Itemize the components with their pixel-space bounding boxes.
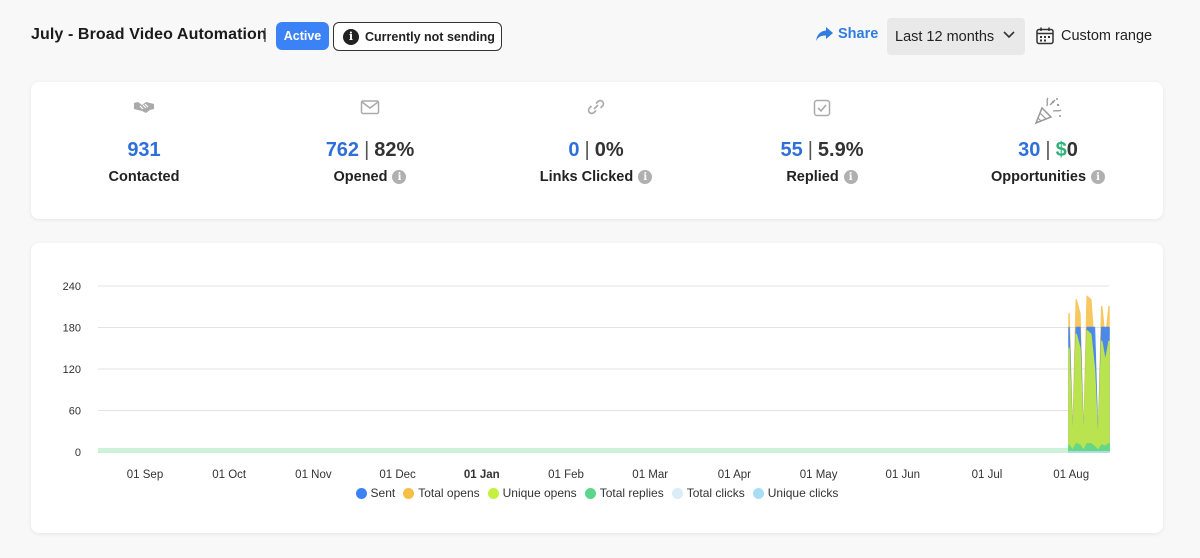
stat-value: 762	[325, 139, 360, 161]
legend-swatch	[584, 487, 596, 499]
x-tick-label: 01 Nov	[295, 469, 332, 481]
campaign-title: July - Broad Video Automation	[31, 26, 267, 43]
activity-chart: 0 60 120 180 240 01 Sep 01 Oct 01 Nov 01 Dec 01 J…	[63, 281, 1110, 481]
custom-range-button[interactable]: Custom range	[1036, 27, 1152, 45]
legend-item-total-opens[interactable]: Total opens	[403, 486, 480, 500]
x-tick-label: 01 Aug	[1053, 469, 1089, 481]
series-area-total-replies	[1068, 442, 1110, 453]
legend-item-total-replies[interactable]: Total replies	[584, 486, 664, 500]
x-tick-label: 01 Jun	[886, 469, 921, 481]
calendar-icon	[1036, 27, 1054, 45]
series-area-unique-opens	[1068, 330, 1110, 453]
stat-label: Replied	[786, 169, 839, 185]
stat-label: Opportunities	[990, 169, 1087, 185]
x-tick-label: 01 Feb	[548, 469, 584, 481]
link-icon	[587, 99, 605, 115]
legend-item-unique-opens[interactable]: Unique opens	[487, 486, 577, 500]
stat-links-clicked: 0 | 0% Links Clicked i	[483, 82, 709, 219]
legend-label: Sent	[370, 486, 396, 500]
info-icon[interactable]: i	[843, 170, 858, 184]
party-popper-icon	[1034, 97, 1062, 125]
legend-label: Unique opens	[502, 486, 577, 500]
currency-sign: $	[1055, 139, 1067, 161]
x-tick-label: 01 Sep	[127, 469, 163, 481]
stat-value: 30	[1018, 139, 1041, 161]
chevron-down-icon	[1003, 31, 1015, 39]
handshake-icon	[134, 102, 154, 113]
share-arrow-icon	[816, 27, 833, 41]
x-tick-label: 01 Apr	[718, 469, 751, 481]
y-tick-label: 120	[63, 364, 81, 376]
legend-swatch	[403, 487, 415, 499]
x-tick-label: 01 Dec	[379, 469, 416, 481]
info-icon[interactable]: i	[392, 170, 407, 184]
stat-secondary: 0%	[594, 139, 624, 161]
campaign-header: July - Broad Video Automation | Active i…	[0, 0, 1200, 72]
stat-value: 931	[127, 139, 161, 161]
baseline-area	[98, 448, 1109, 453]
custom-range-label: Custom range	[1061, 28, 1153, 44]
legend-swatch	[671, 487, 683, 499]
envelope-icon	[360, 100, 380, 115]
stat-opened: 762 | 82% Opened i	[257, 82, 483, 219]
stat-secondary: 5.9%	[817, 139, 864, 161]
x-tick-label: 01 Oct	[212, 469, 247, 481]
y-tick-label: 240	[63, 281, 81, 293]
info-icon[interactable]: i	[638, 170, 653, 184]
legend-item-total-clicks[interactable]: Total clicks	[671, 486, 745, 500]
y-tick-label: 180	[63, 323, 81, 335]
legend-label: Total replies	[599, 486, 664, 500]
x-tick-label: 01 May	[800, 469, 838, 481]
legend-label: Total opens	[418, 486, 480, 500]
legend-item-sent[interactable]: Sent	[355, 486, 396, 500]
legend-swatch	[752, 487, 764, 499]
legend-label: Unique clicks	[767, 486, 839, 500]
legend-label: Total clicks	[686, 486, 745, 500]
stats-card: 931 Contacted 762 | 82% Opened i 0 | 0% Link…	[31, 82, 1163, 219]
title-separator: |	[263, 26, 267, 43]
chart-legend: Sent Total opens Unique opens Total replies…	[31, 486, 1163, 500]
stat-label: Contacted	[108, 169, 180, 185]
stat-value: 0	[568, 139, 580, 161]
stat-value: 55	[780, 139, 803, 161]
stat-label: Links Clicked	[539, 169, 634, 185]
stat-secondary: 0	[1066, 139, 1078, 161]
date-range-value: Last 12 months	[895, 28, 995, 45]
legend-item-unique-clicks[interactable]: Unique clicks	[752, 486, 839, 500]
y-tick-label: 60	[69, 406, 81, 418]
stat-secondary: 82%	[374, 139, 415, 161]
legend-swatch	[355, 487, 367, 499]
status-badge[interactable]: Active	[276, 22, 329, 50]
info-icon[interactable]: i	[1091, 170, 1106, 184]
date-range-select[interactable]: Last 12 months	[887, 18, 1025, 55]
sending-status-badge[interactable]: i Currently not sending	[333, 22, 502, 51]
x-tick-label: 01 Jul	[972, 469, 1003, 481]
sending-status-label: Currently not sending	[365, 29, 495, 44]
y-tick-label: 0	[75, 447, 81, 459]
legend-swatch	[487, 487, 499, 499]
info-icon: i	[343, 28, 359, 45]
activity-chart-card: 0 60 120 180 240 01 Sep 01 Oct 01 Nov 01 Dec 01 J…	[31, 243, 1163, 533]
checkbox-icon	[813, 99, 831, 117]
stat-label: Opened	[333, 169, 388, 185]
x-tick-label: 01 Jan	[464, 469, 500, 481]
share-label: Share	[838, 26, 879, 42]
stat-opportunities: 30 | $0 Opportunities i	[935, 82, 1161, 219]
x-tick-label: 01 Mar	[632, 469, 668, 481]
stat-replied: 55 | 5.9% Replied i	[709, 82, 935, 219]
share-button[interactable]: Share	[815, 26, 878, 42]
stat-contacted: 931 Contacted	[31, 82, 257, 219]
